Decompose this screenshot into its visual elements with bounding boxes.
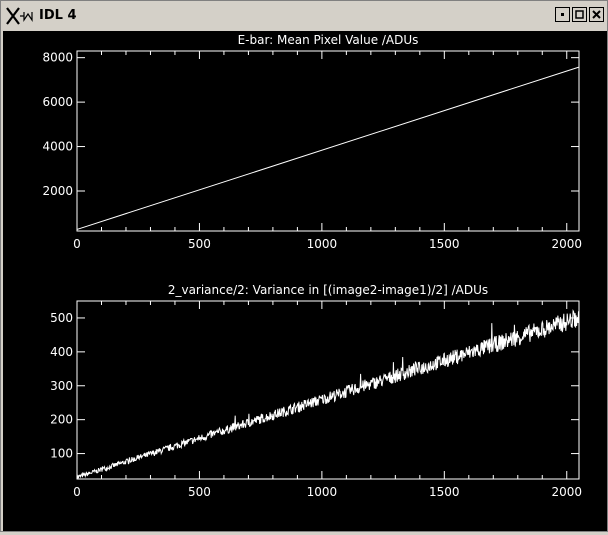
maximize-button[interactable] — [572, 7, 587, 22]
y-tick-label: 200 — [50, 413, 73, 427]
minimize-icon — [561, 13, 564, 16]
y-tick-label: 2000 — [42, 184, 73, 198]
y-tick-label: 6000 — [42, 95, 73, 109]
x-tick-label: 1500 — [429, 237, 460, 251]
plot-frame — [76, 300, 580, 480]
chart-title: E-bar: Mean Pixel Value /ADUs — [238, 33, 419, 47]
x-tick-label: 500 — [188, 237, 211, 251]
x-logo-icon[interactable] — [5, 6, 35, 26]
y-tick-label: 300 — [50, 379, 73, 393]
plot-frame — [76, 50, 580, 232]
x-tick-label: 0 — [73, 485, 81, 499]
x-tick-label: 2000 — [551, 485, 582, 499]
y-tick-label: 8000 — [42, 51, 73, 65]
x-tick-label: 1500 — [429, 485, 460, 499]
x-tick-label: 500 — [188, 485, 211, 499]
title-bar[interactable]: IDL 4 — [1, 1, 607, 31]
maximize-icon — [575, 10, 584, 19]
series-line — [76, 309, 579, 480]
chart-title: 2_variance/2: Variance in [(image2-image… — [168, 283, 488, 297]
y-tick-label: 400 — [50, 345, 73, 359]
x-tick-label: 1000 — [307, 485, 338, 499]
plot-canvas: E-bar: Mean Pixel Value /ADUs 0 500 1000 150… — [3, 31, 607, 531]
minimize-button[interactable] — [555, 7, 570, 22]
x-tick-label: 2000 — [551, 237, 582, 251]
series-line — [76, 66, 579, 230]
y-tick-label: 4000 — [42, 140, 73, 154]
close-button[interactable] — [589, 7, 604, 22]
x-tick-label: 1000 — [307, 237, 338, 251]
y-tick-label: 100 — [50, 447, 73, 461]
x-tick-label: 0 — [73, 237, 81, 251]
y-tick-label: 500 — [50, 311, 73, 325]
close-icon — [592, 10, 601, 19]
window-title: IDL 4 — [39, 8, 77, 23]
